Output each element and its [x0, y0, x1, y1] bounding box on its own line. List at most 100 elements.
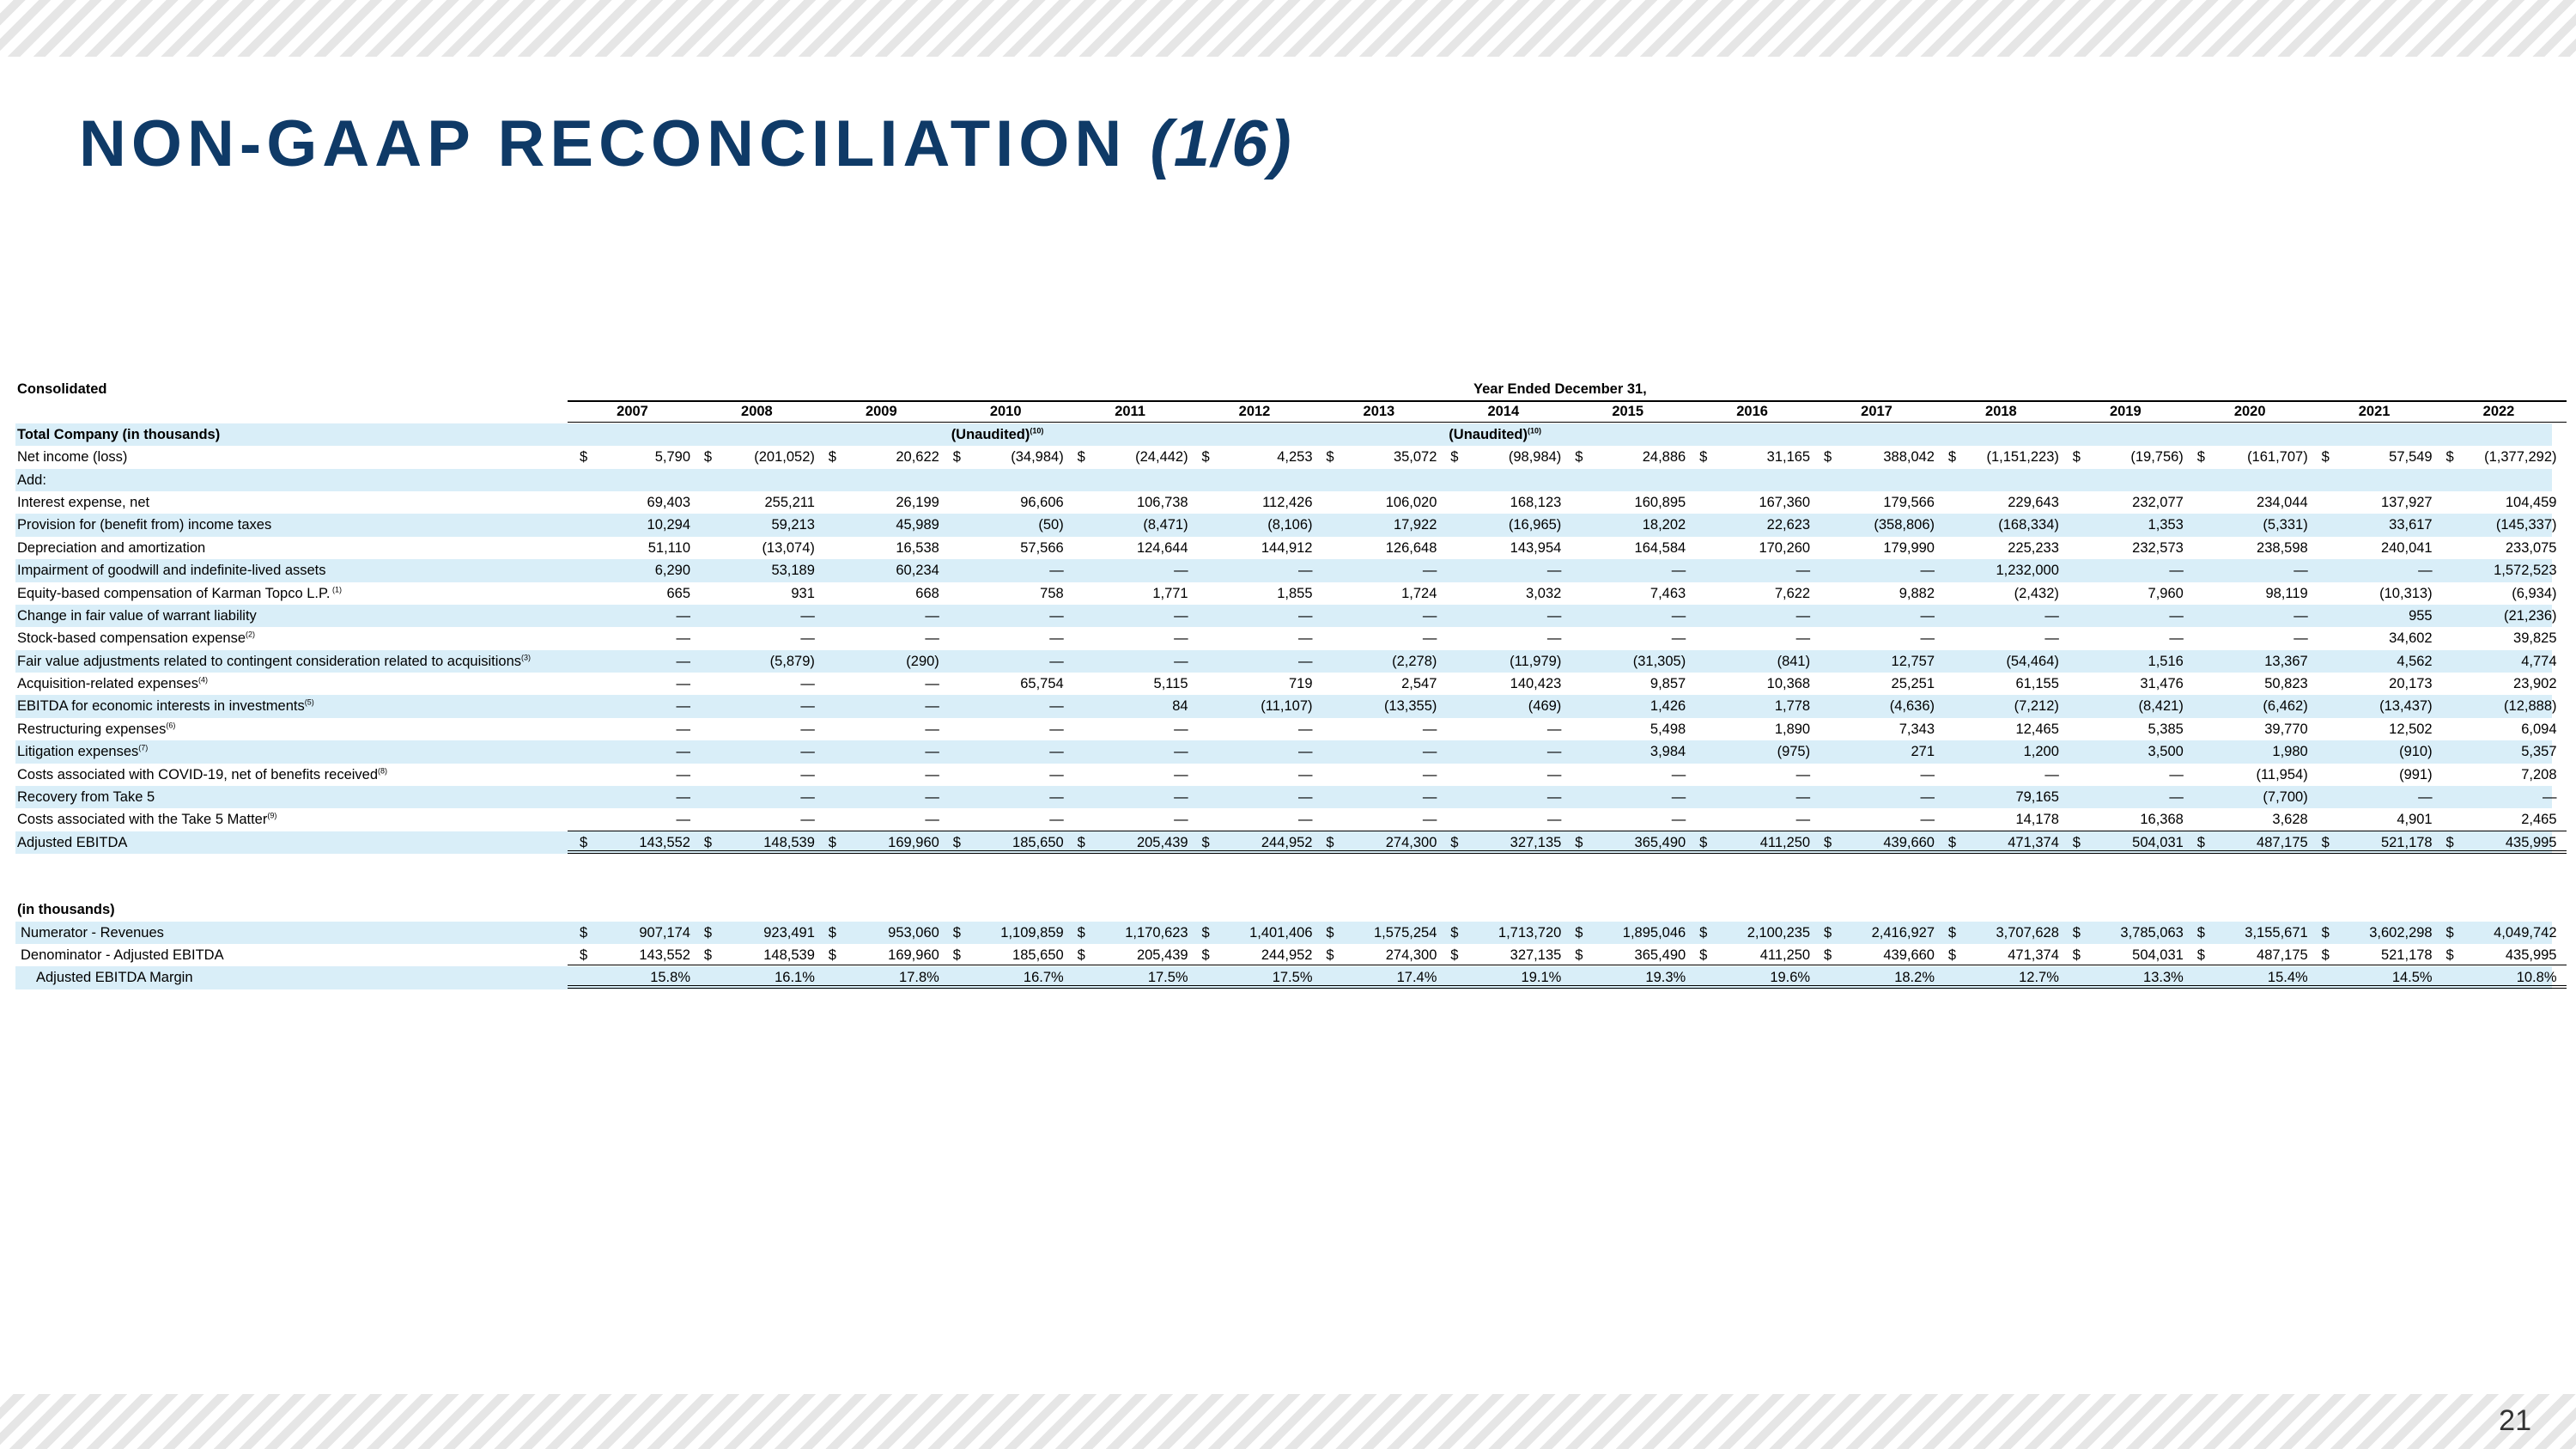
dollar-sign: $ [1824, 947, 1832, 963]
table-cell: — [2293, 563, 2308, 579]
table-cell: — [1174, 789, 1188, 806]
dollar-sign: $ [1201, 947, 1210, 963]
year-rule [568, 422, 2567, 423]
table-cell: — [2169, 630, 2184, 647]
dollar-sign: $ [1699, 924, 1708, 941]
table-cell: 16.1% [775, 970, 815, 986]
year-header: 2007 [617, 404, 648, 420]
dollar-sign: $ [2072, 947, 2081, 963]
table-cell: 57,566 [1020, 539, 1064, 556]
dollar-sign: $ [1326, 834, 1334, 850]
table-cell: 124,644 [1136, 539, 1188, 556]
table-cell: — [925, 744, 939, 760]
table-cell: 185,650 [1012, 834, 1064, 850]
dollar-sign: $ [703, 924, 713, 941]
table-cell: (19,756) [2130, 449, 2184, 466]
dollar-sign: $ [952, 947, 961, 963]
table-cell: 31,165 [1766, 449, 1811, 466]
table-cell: (21,236) [2504, 607, 2557, 624]
year-header: 2009 [865, 404, 897, 420]
row-label-text: Equity-based compensation of Karman Topc… [17, 585, 331, 601]
footnote-marker: (8) [378, 766, 388, 776]
table-cell: 274,300 [1385, 834, 1437, 850]
table-cell: 1,353 [2148, 517, 2184, 533]
dollar-sign: $ [703, 449, 713, 466]
dollar-sign: $ [1450, 449, 1459, 466]
dollar-sign: $ [1201, 449, 1210, 466]
table-cell: 25,251 [1891, 676, 1935, 692]
dollar-sign: $ [1450, 924, 1459, 941]
table-cell: 20,173 [2389, 676, 2433, 692]
dollar-sign: $ [703, 834, 713, 850]
table-cell: — [925, 607, 939, 624]
table-cell: 20,622 [896, 449, 939, 466]
table-cell: 6,094 [2521, 721, 2557, 737]
table-cell: 271 [1911, 744, 1935, 760]
table-cell: 164,584 [1634, 539, 1686, 556]
row-label: Denominator - Adjusted EBITDA [21, 944, 224, 966]
table-cell: 65,754 [1020, 676, 1064, 692]
dollar-sign: $ [1450, 947, 1459, 963]
table-cell: — [1671, 607, 1686, 624]
table-cell: — [1298, 630, 1313, 647]
year-header: 2013 [1363, 404, 1395, 420]
table-cell: (13,355) [1383, 698, 1437, 715]
row-label: Costs associated with the Take 5 Matter(… [17, 808, 276, 831]
table-cell: 5,115 [1153, 676, 1188, 692]
row-label-text: Change in fair value of warrant liabilit… [17, 607, 257, 624]
dollar-sign: $ [2445, 924, 2454, 941]
table-cell: (358,806) [1874, 517, 1935, 533]
adjustment-row: Acquisition-related expenses(4) — — — 65,754… [15, 673, 2557, 695]
table-cell: 923,491 [763, 924, 815, 941]
table-cell: 255,211 [764, 494, 815, 510]
adjustment-row: Restructuring expenses(6) — — — — — — — — 5,498 1,… [15, 718, 2557, 740]
table-cell: 12.7% [2019, 970, 2059, 986]
table-cell: 1,980 [2272, 744, 2308, 760]
table-cell: — [1671, 789, 1686, 806]
table-cell: — [2044, 607, 2059, 624]
footnote-marker: (3) [521, 653, 532, 662]
row-label-text: Interest expense, net [17, 494, 150, 510]
dollar-sign: $ [2072, 834, 2081, 850]
table-cell: 1,575,254 [1374, 924, 1437, 941]
table-cell: — [1671, 766, 1686, 782]
table-cell: (31,305) [1632, 653, 1686, 669]
table-cell: 18,202 [1642, 517, 1686, 533]
dollar-sign: $ [1450, 834, 1459, 850]
year-header: 2011 [1115, 404, 1145, 420]
table-cell: 12,757 [1891, 653, 1935, 669]
footnote-marker: (5) [304, 697, 314, 707]
row-label: Change in fair value of warrant liabilit… [17, 605, 257, 627]
table-cell: — [1546, 744, 1562, 760]
table-cell: — [1795, 630, 1811, 647]
table-cell: (2,432) [2014, 585, 2059, 601]
table-cell: 1,895,046 [1622, 924, 1686, 941]
table-cell: 16,368 [2140, 812, 2184, 828]
table-cell: — [800, 721, 815, 737]
footnote-marker: (7) [138, 743, 149, 752]
denominator-row: Denominator - Adjusted EBITDA $143,552 $14… [15, 944, 2567, 966]
row-label: Add: [17, 469, 46, 491]
table-cell: (841) [1777, 653, 1811, 669]
table-cell: 1,855 [1277, 585, 1313, 601]
table-cell: — [800, 789, 815, 806]
table-cell: (24,442) [1135, 449, 1188, 466]
adjustment-row: Costs associated with the Take 5 Matter(… [15, 808, 2557, 831]
table-cell: 169,960 [888, 947, 939, 963]
adjustment-row: Equity-based compensation of Karman Topc… [15, 582, 2557, 605]
dollar-sign: $ [1326, 449, 1334, 466]
table-cell: (975) [1777, 744, 1811, 760]
row-label-text: Stock-based compensation expense [17, 630, 246, 647]
dollar-sign: $ [2445, 449, 2454, 466]
table-cell: — [1298, 607, 1313, 624]
row-label-text: Numerator - Revenues [21, 924, 164, 941]
table-cell: — [1049, 766, 1064, 782]
table-cell: 6,290 [654, 563, 690, 579]
table-cell: — [1671, 630, 1686, 647]
period-header: Year Ended December 31, [1473, 381, 1647, 397]
table-cell: 19.6% [1770, 970, 1811, 986]
dollar-sign: $ [1824, 834, 1832, 850]
table-cell: 34,602 [2389, 630, 2433, 647]
table-cell: 411,250 [1759, 947, 1811, 963]
table-cell: 471,374 [2008, 947, 2059, 963]
